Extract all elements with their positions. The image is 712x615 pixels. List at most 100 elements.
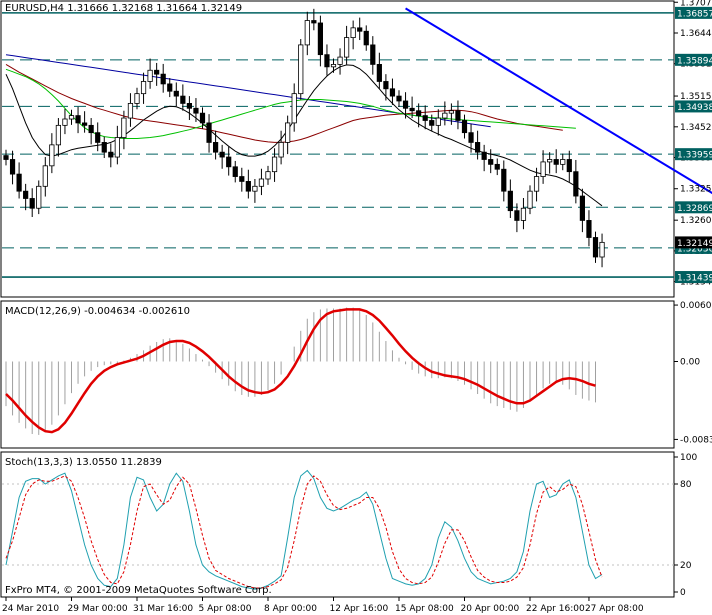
- bear-candle: [586, 220, 592, 238]
- candle: [232, 160, 238, 183]
- bull-candle: [540, 161, 546, 177]
- candle: [75, 106, 81, 134]
- bull-candle: [285, 122, 291, 143]
- current-price-tag: [675, 236, 712, 249]
- candle: [199, 107, 206, 129]
- candle: [95, 122, 101, 152]
- macd-tick-label: 0.00: [680, 357, 700, 367]
- level-tag: [675, 53, 712, 66]
- bull-candle: [337, 56, 343, 65]
- candle: [383, 74, 389, 101]
- stoch-tick-label: 100: [680, 453, 697, 463]
- bull-candle: [134, 93, 140, 104]
- bear-candle: [422, 115, 428, 121]
- bear-candle: [592, 237, 599, 258]
- price-tick-label: 1.32605: [680, 216, 712, 226]
- candle: [533, 167, 540, 202]
- level-label: 1.34938: [677, 103, 712, 113]
- bear-candle: [383, 81, 389, 90]
- bear-candle: [488, 159, 494, 165]
- candle: [429, 114, 435, 132]
- candle: [461, 114, 468, 139]
- candle: [540, 150, 546, 184]
- level-label: 1.33959: [677, 151, 712, 161]
- candle: [82, 111, 88, 133]
- level-label: 1.32869: [677, 204, 712, 214]
- bear-candle: [193, 107, 199, 114]
- candle: [206, 114, 212, 153]
- x-tick-label: 31 Mar 16:00: [133, 604, 193, 614]
- x-tick-label: 12 Apr 16:00: [330, 604, 389, 614]
- bull-candle: [435, 117, 441, 126]
- bear-candle: [507, 190, 513, 212]
- stoch-main-line: [5, 469, 603, 590]
- candle: [36, 180, 42, 215]
- candle: [357, 17, 363, 41]
- macd-tick-label: 0.006070: [680, 301, 712, 311]
- candle: [62, 108, 68, 135]
- candle: [226, 146, 232, 176]
- price-tick-label: 1.36444: [680, 29, 712, 39]
- bear-candle: [370, 44, 376, 65]
- bear-candle: [317, 22, 324, 56]
- candle: [324, 44, 330, 76]
- level-tag: [675, 271, 712, 284]
- bear-candle: [455, 110, 461, 121]
- bear-candle: [324, 54, 330, 68]
- bear-candle: [245, 181, 251, 192]
- bull-candle: [252, 185, 258, 192]
- candle: [599, 233, 605, 268]
- x-tick-label: 22 Apr 16:00: [526, 604, 585, 614]
- bear-candle: [409, 107, 415, 112]
- macd-signal-line: [5, 308, 596, 434]
- candle: [343, 25, 350, 65]
- level-tag: [675, 100, 712, 113]
- bear-candle: [468, 132, 474, 143]
- candle: [304, 11, 310, 56]
- bear-candle: [180, 95, 186, 104]
- x-tick-label: 8 Apr 00:00: [264, 604, 317, 614]
- candle: [448, 103, 455, 125]
- bull-candle: [350, 27, 356, 38]
- candle: [507, 179, 513, 218]
- trendline: [405, 7, 712, 195]
- candle: [239, 167, 245, 192]
- bull-candle: [527, 190, 533, 209]
- bear-candle: [173, 90, 179, 97]
- stoch-title: Stoch(13,3,3) 13.0550 11.2839: [5, 457, 162, 468]
- bull-candle: [121, 117, 127, 138]
- candle: [396, 90, 402, 107]
- bear-candle: [579, 195, 586, 221]
- candle: [435, 109, 441, 136]
- bull-candle: [343, 37, 350, 58]
- bear-candle: [429, 120, 435, 126]
- copyright-footer: FxPro MT4, © 2001-2009 MetaQuotes Softwa…: [5, 585, 272, 596]
- candle: [298, 39, 304, 100]
- bull-candle: [114, 137, 120, 158]
- candle: [311, 8, 317, 31]
- candle: [271, 148, 278, 182]
- candle: [88, 118, 94, 145]
- bear-candle: [108, 151, 114, 158]
- candle: [586, 210, 592, 247]
- candle: [494, 158, 500, 176]
- candle: [376, 52, 382, 89]
- candle: [455, 100, 461, 130]
- bull-candle: [36, 185, 42, 209]
- candle: [350, 20, 356, 50]
- candle: [265, 165, 271, 185]
- candle: [258, 168, 265, 196]
- candle: [442, 101, 448, 126]
- bear-candle: [3, 155, 9, 160]
- candle: [553, 149, 559, 174]
- ma-mid-line: [5, 63, 563, 143]
- candle: [49, 133, 55, 174]
- bear-candle: [167, 83, 173, 92]
- bull-candle: [127, 103, 134, 119]
- bear-candle: [29, 198, 35, 209]
- bull-candle: [291, 93, 297, 124]
- candle: [520, 198, 527, 230]
- bear-candle: [402, 100, 409, 109]
